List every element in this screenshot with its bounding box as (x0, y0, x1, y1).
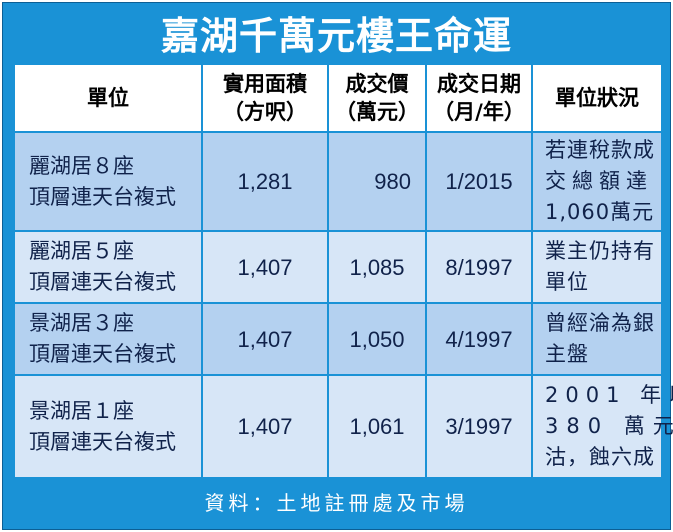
header-status: 單位狀況 (531, 63, 663, 133)
area-cell: 1,281 (201, 131, 329, 232)
header-price: 成交價 （萬元） (327, 63, 427, 133)
header-unit: 單位 (13, 63, 203, 133)
price-cell: 980 (327, 131, 427, 232)
date-cell: 4/1997 (425, 302, 533, 376)
header-row: 單位 實用面積 （方呎） 成交價 （萬元） 成交日期 （月/年） 單位狀況 (13, 63, 663, 133)
area-cell: 1,407 (201, 302, 329, 376)
unit-cell: 麗湖居５座 頂層連天台複式 (13, 230, 203, 304)
table-row: 麗湖居８座 頂層連天台複式 1,281 980 1/2015 若連稅款成 交總額… (13, 131, 663, 232)
price-cell: 1,050 (327, 302, 427, 376)
table-row: 景湖居１座 頂層連天台複式 1,407 1,061 3/1997 2001 年以… (13, 374, 673, 479)
price-cell: 1,061 (327, 374, 427, 479)
status-cell: 若連稅款成 交總額達 1,060萬元 (531, 131, 663, 232)
price-cell: 1,085 (327, 230, 427, 304)
area-cell: 1,407 (201, 374, 329, 479)
unit-cell: 麗湖居８座 頂層連天台複式 (13, 131, 203, 232)
transactions-table: 單位 實用面積 （方呎） 成交價 （萬元） 成交日期 （月/年） 單位狀況 麗湖… (13, 63, 673, 479)
area-cell: 1,407 (201, 230, 329, 304)
status-cell: 曾經淪為銀 主盤 (531, 302, 663, 376)
unit-cell: 景湖居１座 頂層連天台複式 (13, 374, 203, 479)
infographic-title: 嘉湖千萬元樓王命運 (160, 13, 512, 58)
header-area: 實用面積 （方呎） (201, 63, 329, 133)
date-cell: 8/1997 (425, 230, 533, 304)
date-cell: 1/2015 (425, 131, 533, 232)
date-cell: 3/1997 (425, 374, 533, 479)
source-note: 資料：土地註冊處及市場 (204, 490, 469, 515)
status-cell: 業主仍持有 單位 (531, 230, 663, 304)
table-row: 景湖居３座 頂層連天台複式 1,407 1,050 4/1997 曾經淪為銀 主… (13, 302, 663, 376)
unit-cell: 景湖居３座 頂層連天台複式 (13, 302, 203, 376)
status-cell: 2001 年以 380 萬元 沽，蝕六成 (531, 374, 673, 479)
header-date: 成交日期 （月/年） (425, 63, 533, 133)
table-row: 麗湖居５座 頂層連天台複式 1,407 1,085 8/1997 業主仍持有 單… (13, 230, 663, 304)
